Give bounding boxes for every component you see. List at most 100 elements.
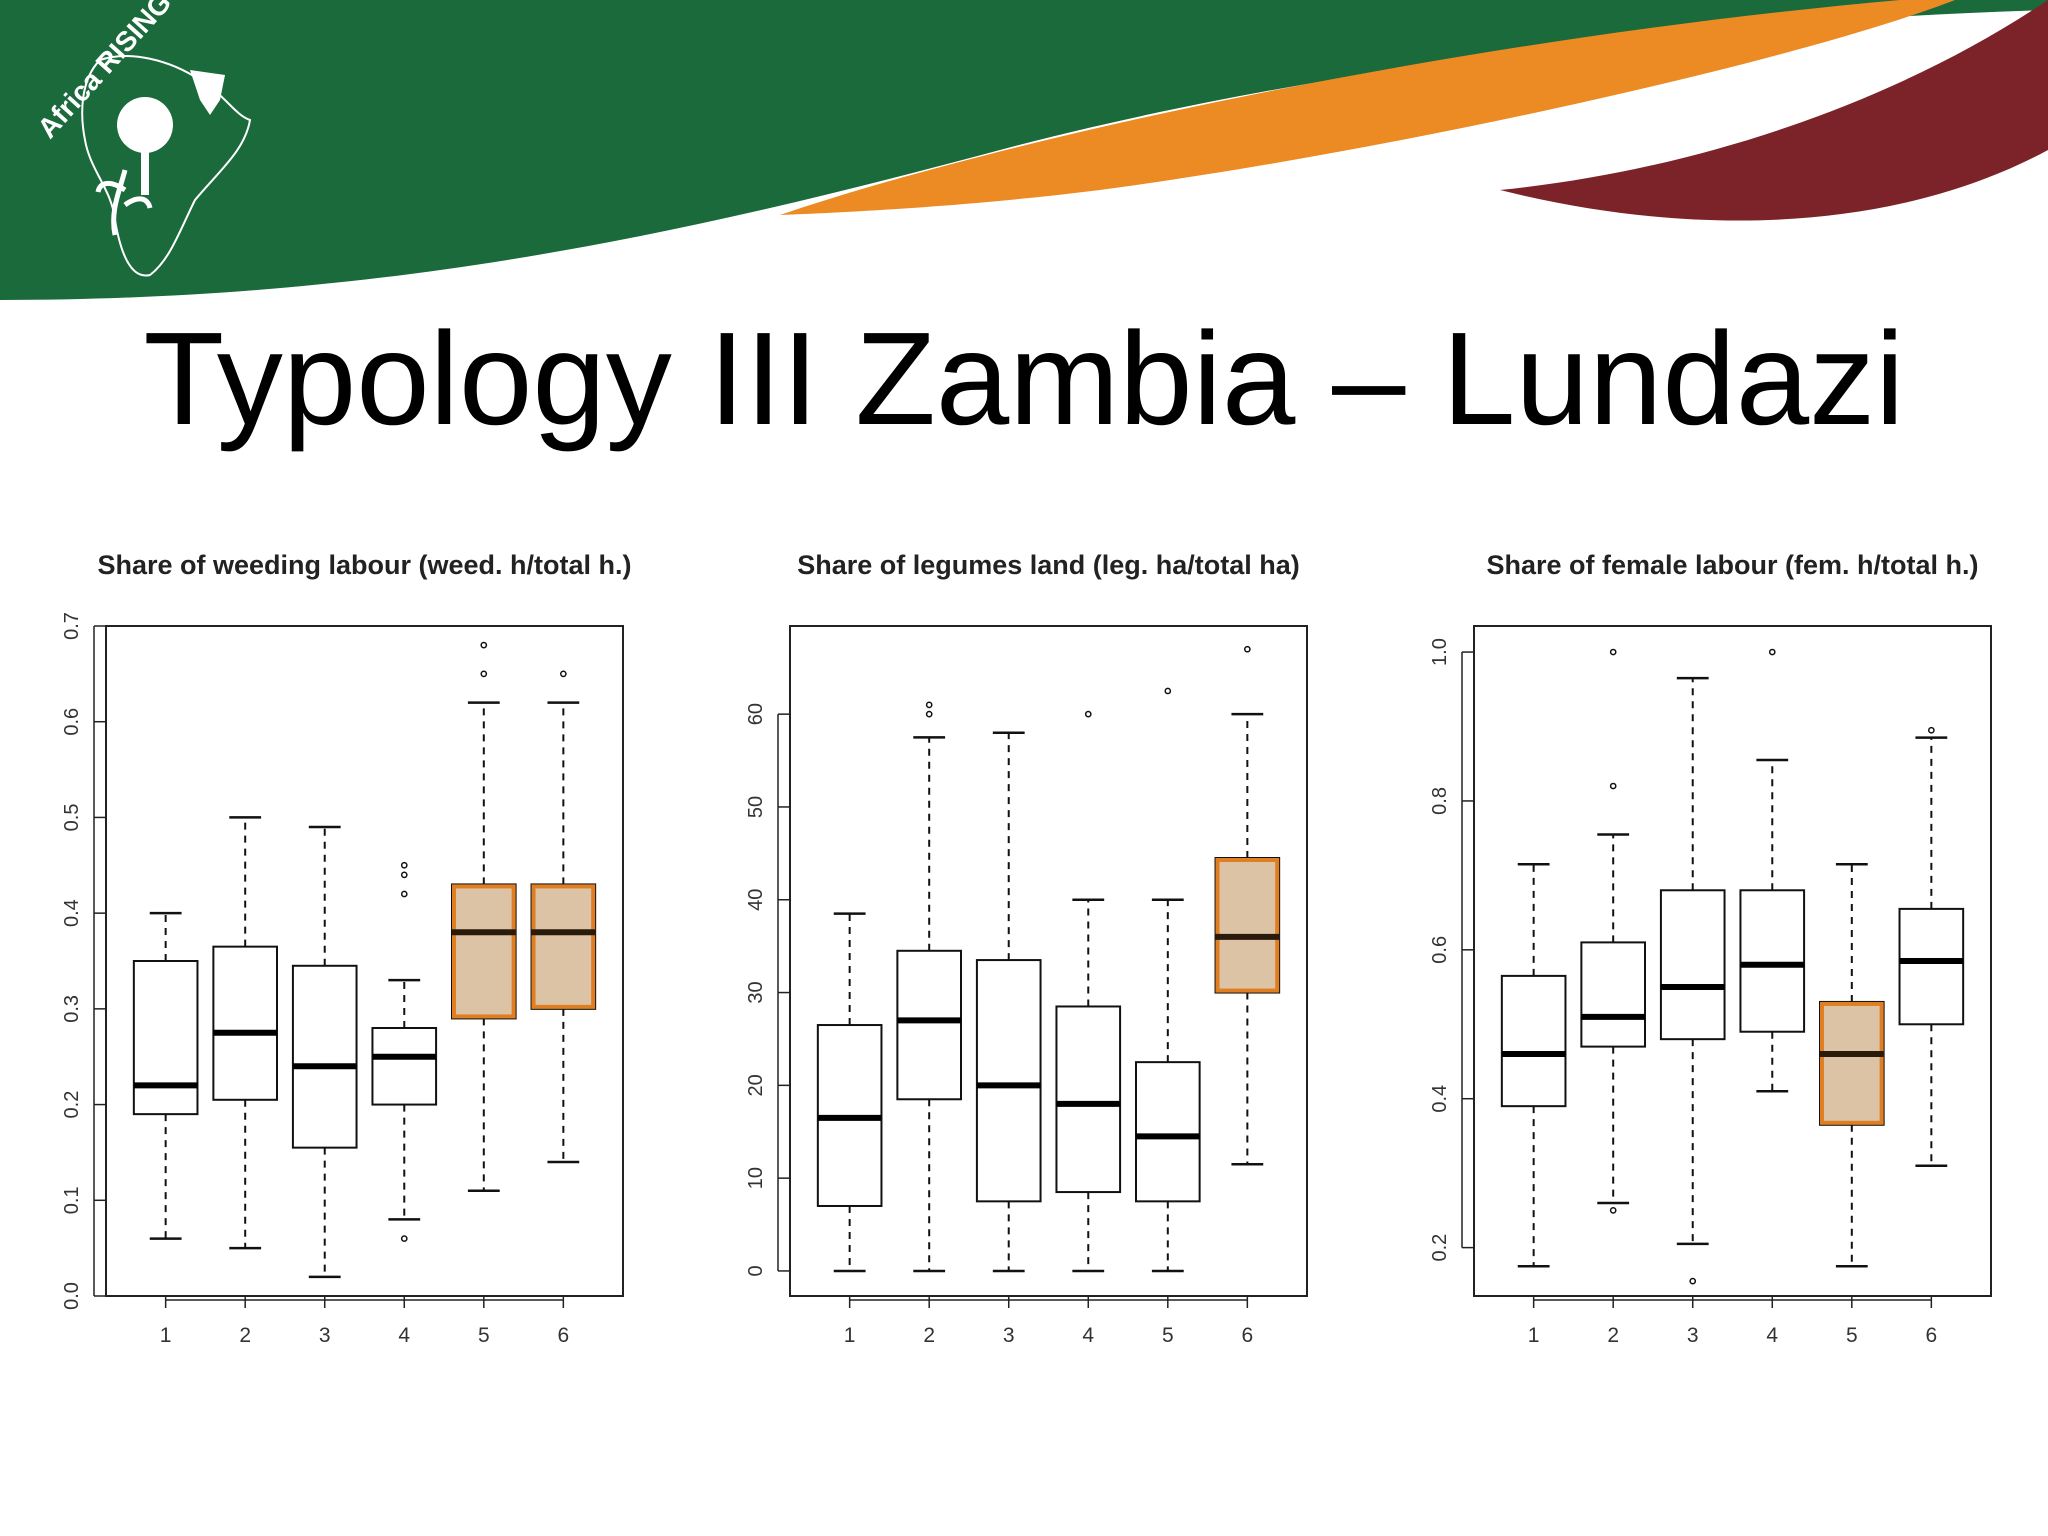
x-tick-label: 4 — [1766, 1324, 1778, 1347]
box-group-4 — [1739, 648, 1806, 1093]
box-group-1 — [816, 912, 883, 1273]
box — [1134, 1061, 1201, 1203]
highlight-overlay — [451, 884, 516, 1019]
y-tick-label: 0.6 — [1429, 936, 1451, 964]
box — [896, 949, 963, 1101]
x-tick-label: 3 — [1687, 1324, 1699, 1347]
outlier-point — [480, 641, 488, 649]
y-tick-label: 60 — [745, 703, 767, 725]
box-group-5 — [1134, 687, 1201, 1273]
y-tick-label: 0.5 — [61, 804, 83, 832]
x-tick-label: 3 — [319, 1324, 331, 1347]
box — [1898, 907, 1965, 1026]
plant-icon — [95, 169, 153, 236]
box-group-6 — [1898, 726, 1965, 1167]
boxplot-panels: Share of weeding labour (weed. h/total h… — [61, 550, 1992, 1347]
outlier-point — [1164, 687, 1172, 695]
box — [371, 1027, 438, 1106]
slide-title: Typology III Zambia – Lundazi — [143, 305, 1905, 452]
box — [132, 960, 199, 1116]
x-tick-label: 2 — [1607, 1324, 1619, 1347]
box — [1659, 889, 1726, 1041]
outlier-point — [1689, 1277, 1697, 1285]
banner-maroon-swoosh — [1500, 0, 2048, 221]
x-tick-label: 1 — [1528, 1324, 1540, 1347]
y-tick-label: 0.0 — [61, 1282, 83, 1310]
y-tick-label: 1.0 — [1429, 638, 1451, 666]
plot-frame — [1473, 625, 1992, 1297]
chart-title: Share of female labour (fem. h/total h.) — [1486, 550, 1978, 580]
outlier-point — [1768, 648, 1776, 656]
outlier-point — [400, 1235, 408, 1242]
box-group-1 — [1500, 862, 1567, 1268]
box — [291, 964, 358, 1149]
boxplot-panel-2: Share of legumes land (leg. ha/total ha)… — [745, 550, 1308, 1347]
plot-frame — [105, 625, 624, 1297]
banner-green-band — [0, 0, 2048, 300]
highlight-overlay — [1819, 1001, 1884, 1125]
box-group-4 — [1055, 710, 1122, 1273]
x-tick-label: 3 — [1003, 1324, 1015, 1347]
y-tick-label: 0.4 — [61, 899, 83, 927]
tree-trunk-icon — [141, 140, 149, 195]
cow-head-icon — [190, 70, 225, 115]
box — [1580, 941, 1647, 1048]
box-group-6 — [1214, 645, 1281, 1166]
y-tick-label: 10 — [745, 1167, 767, 1189]
outlier-point — [400, 871, 408, 879]
highlight-overlay — [531, 884, 596, 1009]
y-tick-label: 30 — [745, 981, 767, 1003]
outlier-point — [1243, 645, 1251, 653]
outlier-point — [559, 670, 567, 678]
chart-title: Share of legumes land (leg. ha/total ha) — [797, 550, 1300, 580]
y-tick-label: 0.1 — [61, 1186, 83, 1214]
box-group-2 — [1580, 648, 1647, 1214]
outlier-point — [1609, 648, 1617, 656]
y-tick-label: 50 — [745, 796, 767, 818]
y-tick-label: 0.4 — [1429, 1085, 1451, 1113]
box-group-2 — [896, 701, 963, 1273]
outlier-point — [925, 710, 933, 718]
y-tick-label: 0.2 — [61, 1091, 83, 1119]
x-tick-label: 2 — [923, 1324, 935, 1347]
outlier-point — [480, 670, 488, 678]
chart-title: Share of weeding labour (weed. h/total h… — [97, 550, 631, 580]
x-tick-label: 1 — [160, 1324, 172, 1347]
outlier-point — [1927, 726, 1935, 734]
y-tick-label: 0.8 — [1429, 787, 1451, 815]
x-tick-label: 6 — [1242, 1324, 1254, 1347]
box — [1055, 1005, 1122, 1194]
x-tick-label: 6 — [1926, 1324, 1938, 1347]
x-tick-label: 5 — [1846, 1324, 1858, 1347]
x-tick-label: 2 — [239, 1324, 251, 1347]
plot-frame — [789, 625, 1308, 1297]
banner-orange-swoosh — [780, 0, 1955, 215]
box-group-4 — [371, 861, 438, 1242]
box — [1739, 889, 1806, 1033]
x-tick-label: 1 — [844, 1324, 856, 1347]
box-group-1 — [132, 911, 199, 1240]
y-tick-label: 0.6 — [61, 708, 83, 736]
highlight-overlay — [1215, 857, 1280, 993]
box — [212, 945, 279, 1101]
box — [975, 959, 1042, 1203]
y-tick-label: 0 — [745, 1265, 767, 1276]
outlier-point — [1609, 782, 1617, 790]
box-group-6 — [530, 670, 597, 1164]
outlier-point — [400, 861, 408, 869]
box — [1500, 974, 1567, 1108]
x-tick-label: 4 — [1082, 1324, 1094, 1347]
box-group-3 — [1659, 676, 1726, 1285]
y-tick-label: 0.2 — [1429, 1234, 1451, 1262]
outlier-point — [400, 890, 408, 898]
box-group-3 — [975, 731, 1042, 1273]
box-group-5 — [1818, 862, 1885, 1268]
box-group-3 — [291, 825, 358, 1279]
tree-icon — [117, 97, 173, 153]
header-banner: Africa RISING — [0, 0, 2048, 300]
x-tick-label: 5 — [1162, 1324, 1174, 1347]
x-tick-label: 4 — [398, 1324, 410, 1347]
y-tick-label: 20 — [745, 1074, 767, 1096]
y-tick-label: 0.7 — [61, 612, 83, 640]
x-tick-label: 5 — [478, 1324, 490, 1347]
